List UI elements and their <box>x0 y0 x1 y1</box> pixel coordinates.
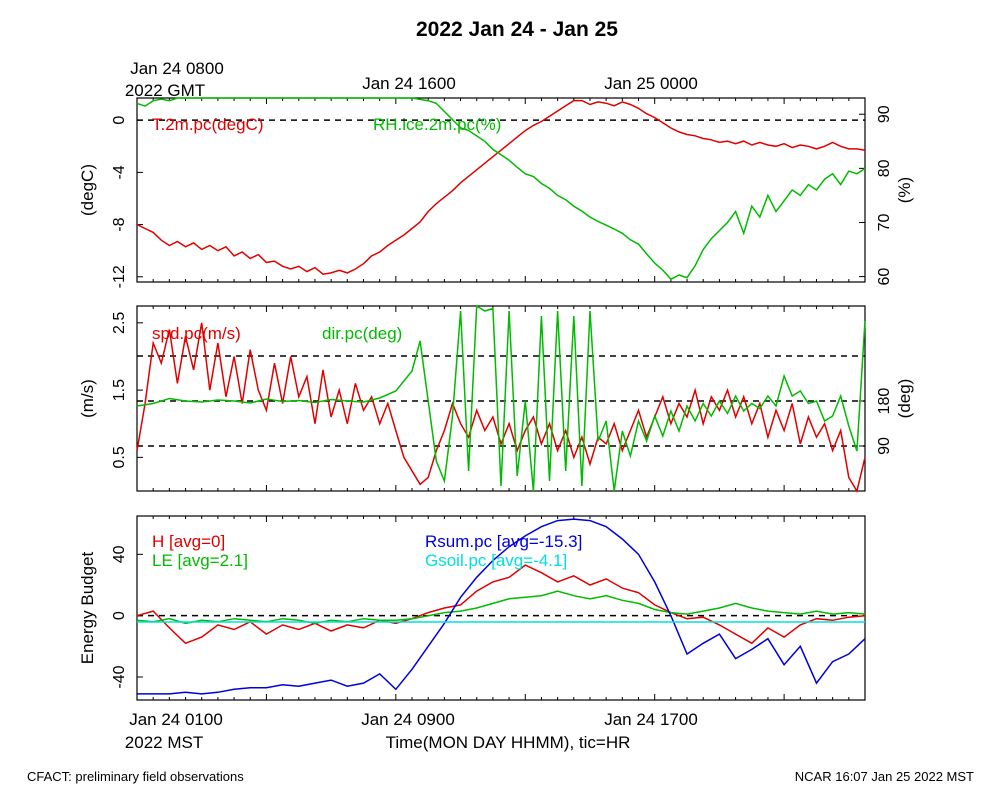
y-axis-label: (degC) <box>78 164 97 216</box>
y-tick-label: 2.5 <box>111 312 128 334</box>
series-line-red <box>136 322 866 493</box>
series-line-green <box>136 304 866 492</box>
y-tick-label: 40 <box>111 545 128 563</box>
right-tick-label: 90 <box>876 105 893 123</box>
top-tick-label-3: Jan 25 0000 <box>604 74 698 93</box>
y-tick-label: -8 <box>111 217 128 231</box>
legend-label: spd.pc(m/s) <box>152 324 241 343</box>
series-line-green <box>136 590 866 625</box>
panels-group: 0 -4 -8 -12 90 80 70 60 (degC) (%) T.2m.pc(degC) RH… <box>78 97 914 701</box>
series-line-green <box>136 97 866 281</box>
legend-label: H [avg=0] <box>152 532 225 551</box>
right-tick-label: 180 <box>876 388 893 415</box>
legend-label: T.2m.pc(degC) <box>152 115 263 134</box>
y-tick-label: -4 <box>111 165 128 179</box>
bottom-tick-label-1: Jan 24 0100 <box>129 710 223 729</box>
right-axis-label: (%) <box>895 177 914 203</box>
bottom-tick-label-1b: 2022 MST <box>125 733 203 752</box>
bottom-tick-label-3: Jan 24 1700 <box>604 710 698 729</box>
chart-title: 2022 Jan 24 - Jan 25 <box>416 18 618 41</box>
right-tick-label: 80 <box>876 159 893 177</box>
y-axis-label: Energy Budget <box>78 551 97 664</box>
right-tick-label: 70 <box>876 213 893 231</box>
panel-frame-2 <box>136 305 866 492</box>
y-tick-label: 0 <box>111 116 128 125</box>
legend-label: LE [avg=2.1] <box>152 551 248 570</box>
series-line-red <box>136 99 866 275</box>
top-tick-label-1: Jan 24 0800 <box>130 59 224 78</box>
bottom-tick-label-2: Jan 24 0900 <box>361 710 455 729</box>
panel-frame-1 <box>136 97 866 283</box>
y-tick-label: -12 <box>111 265 128 288</box>
series-line-red <box>136 564 866 645</box>
right-tick-label: 60 <box>876 268 893 286</box>
y-tick-label: 1.5 <box>111 379 128 401</box>
y-tick-label: -40 <box>111 665 128 688</box>
legend-label: Rsum.pc [avg=-15.3] <box>425 532 582 551</box>
right-axis-label: (deg) <box>895 379 914 419</box>
y-axis-label: (m/s) <box>78 379 97 418</box>
footer-left: CFACT: preliminary field observations <box>27 769 244 784</box>
y-tick-label: 0 <box>111 611 128 620</box>
series-line-blue <box>137 518 866 695</box>
legend-label: dir.pc(deg) <box>322 324 402 343</box>
top-tick-label-1b: 2022 GMT <box>125 81 205 100</box>
right-tick-label: 90 <box>876 437 893 455</box>
legend-label: RH.ice.2m.pc(%) <box>373 115 501 134</box>
y-tick-label: 0.5 <box>111 446 128 468</box>
legend-label: Gsoil.pc [avg=-4.1] <box>425 551 567 570</box>
x-axis-label: Time(MON DAY HHMM), tic=HR <box>386 733 631 752</box>
panel-frame-3 <box>136 515 866 701</box>
footer-right: NCAR 16:07 Jan 25 2022 MST <box>795 769 974 784</box>
top-tick-label-2: Jan 24 1600 <box>362 74 456 93</box>
